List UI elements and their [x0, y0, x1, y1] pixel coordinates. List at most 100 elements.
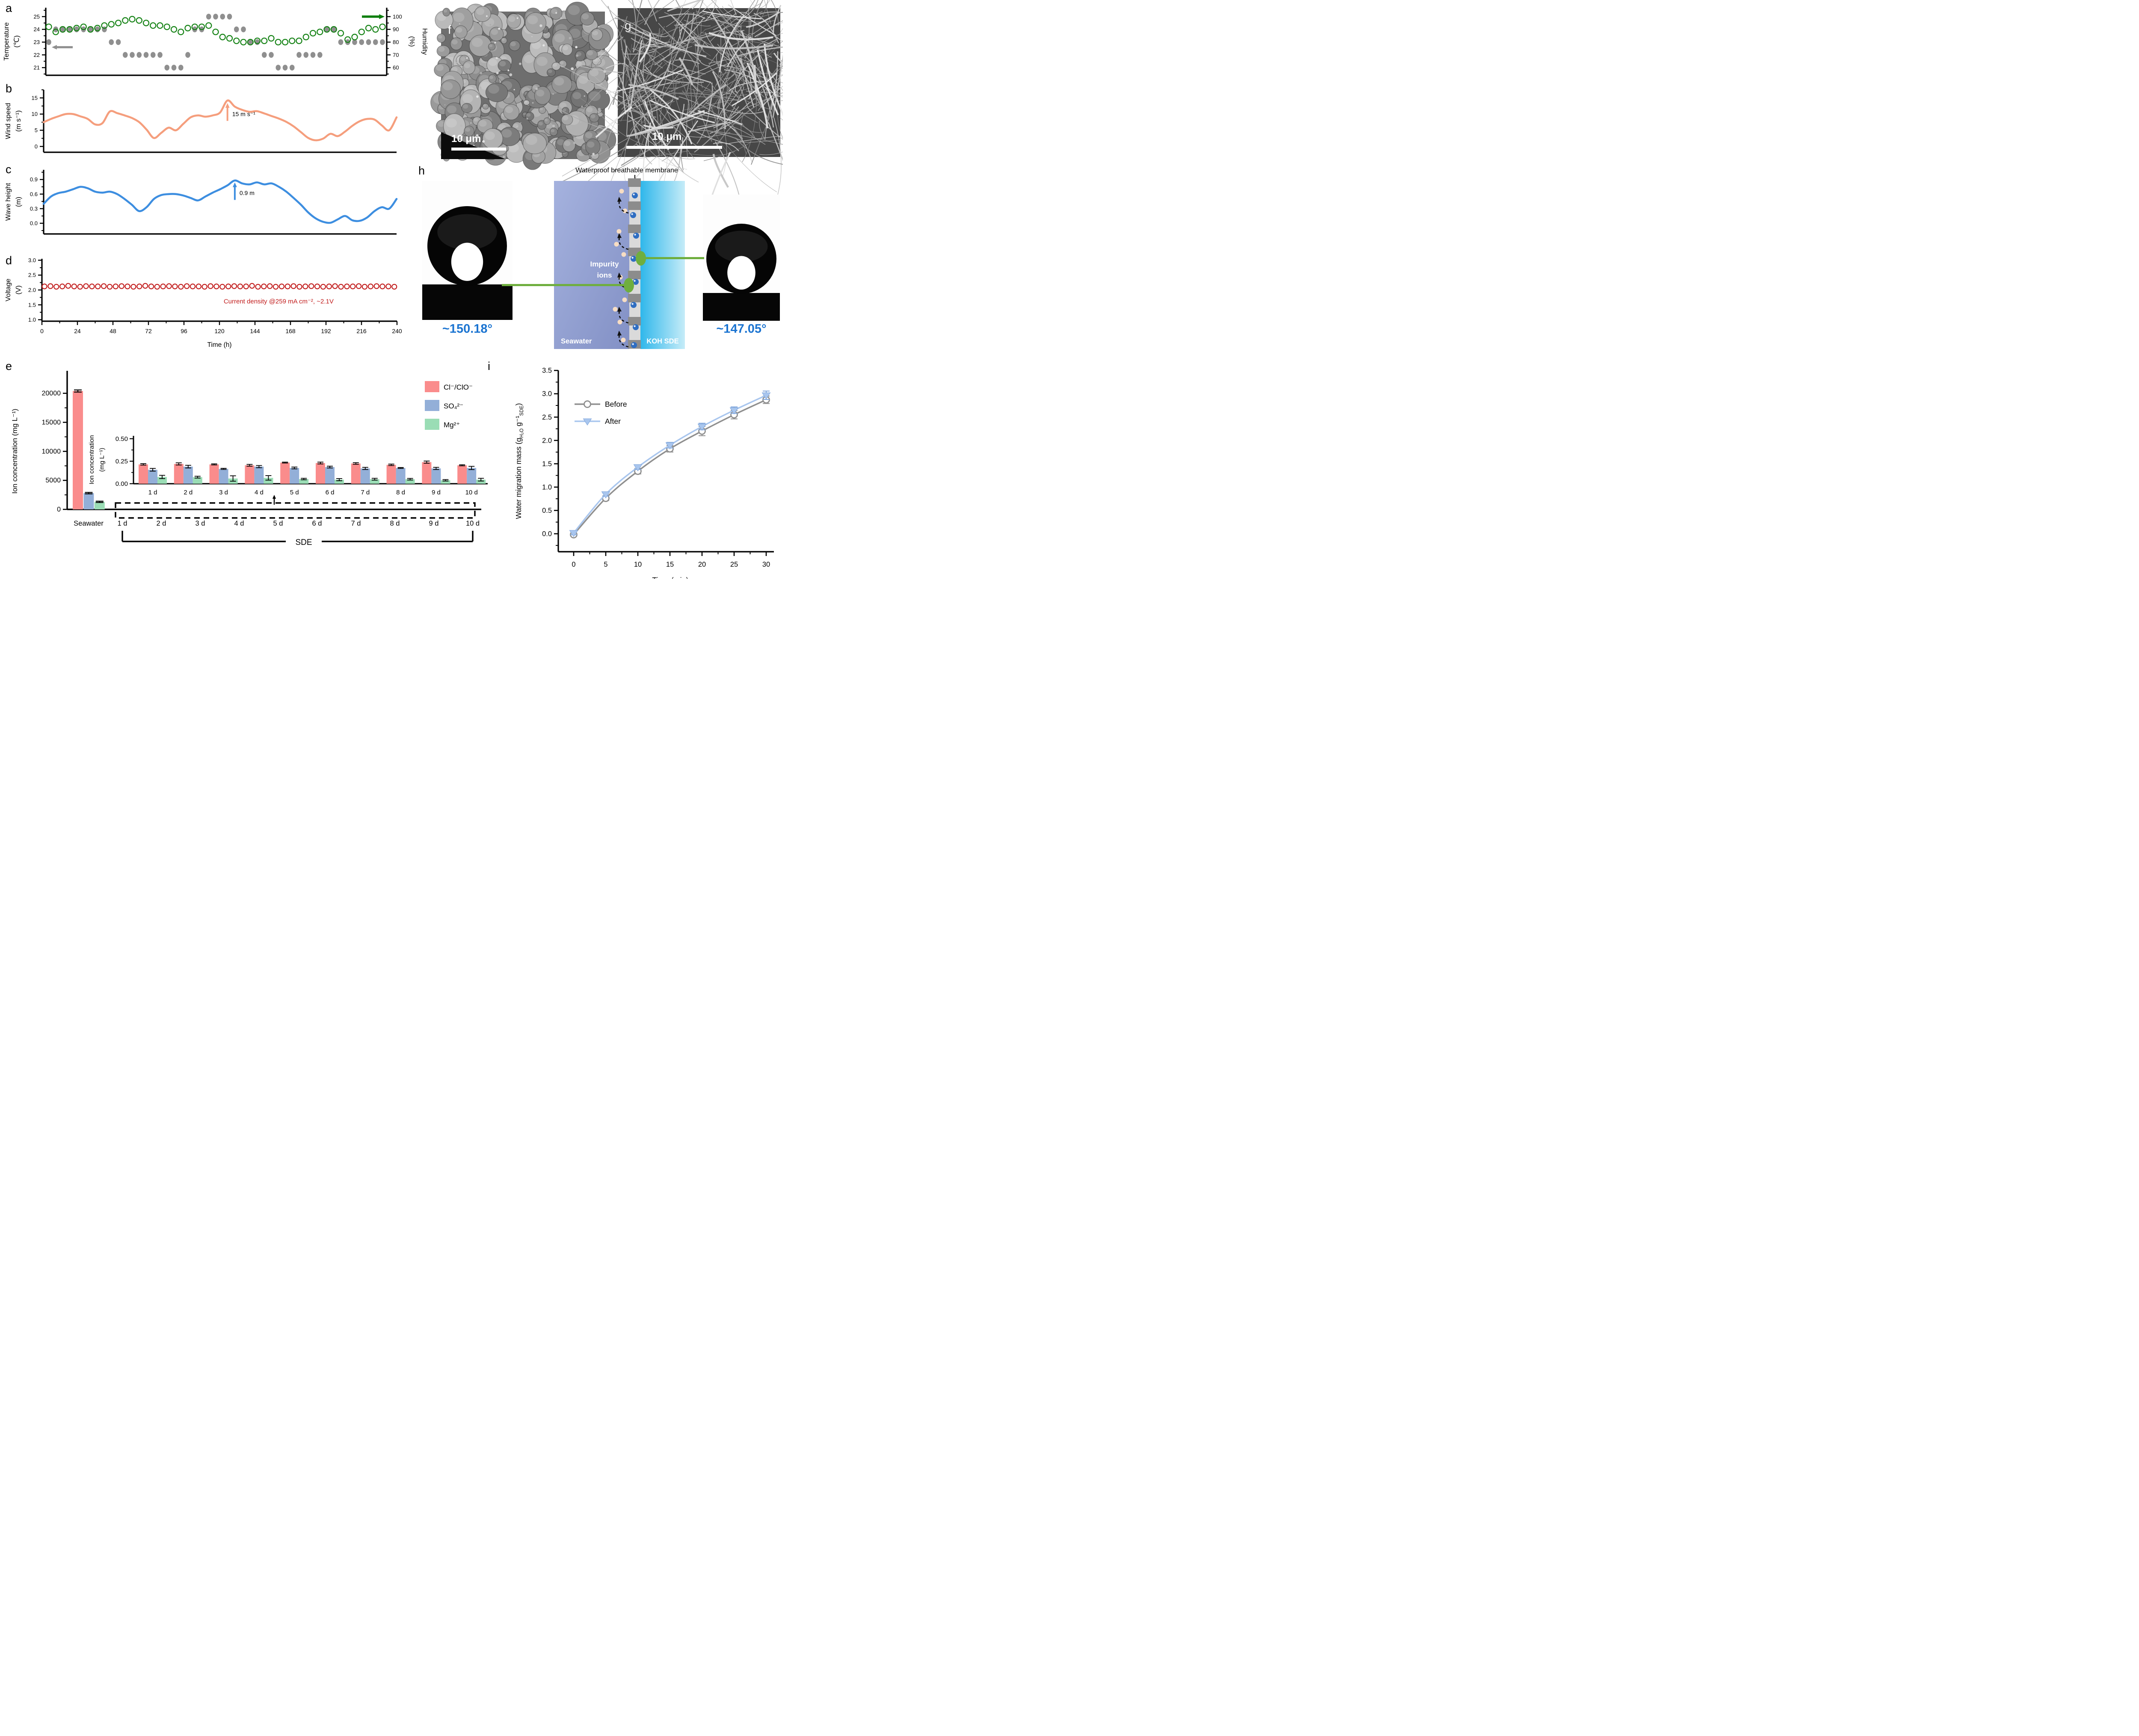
axes-a: 21 22 23 24 25 60 70 80 90 100 Temperature (℃) Humid… [3, 8, 428, 76]
droplet-photo [703, 224, 780, 321]
svg-text:7 d: 7 d [351, 520, 361, 527]
impurity-ions-dots [613, 189, 628, 343]
svg-text:2.0: 2.0 [28, 287, 36, 293]
svg-text:0: 0 [35, 143, 38, 150]
annotation-c: 0.9 m [233, 182, 255, 200]
rejection-arrows [617, 197, 629, 348]
panel-label-c: c [6, 163, 12, 176]
legend-e: Cl⁻/ClO⁻ SO₄²⁻ Mg²⁺ [425, 381, 473, 430]
chart-temperature-humidity: 21 22 23 24 25 60 70 80 90 100 Temperature (℃) Humid… [3, 8, 428, 76]
svg-text:3.5: 3.5 [542, 367, 552, 375]
svg-text:Current density @259 mA cm⁻²,: Current density @259 mA cm⁻², ~2.1V [224, 298, 334, 305]
svg-text:Seawater: Seawater [561, 337, 592, 345]
svg-text:Impurity: Impurity [590, 260, 619, 268]
svg-text:1.0: 1.0 [542, 483, 552, 491]
svg-text:10 μm: 10 μm [652, 131, 681, 142]
svg-text:3 d: 3 d [196, 520, 205, 527]
panel-label-d: d [6, 254, 12, 267]
svg-text:1.5: 1.5 [28, 302, 36, 308]
series-before [570, 395, 770, 538]
svg-text:(m): (m) [15, 197, 22, 207]
svg-text:5: 5 [604, 561, 607, 568]
svg-text:15: 15 [32, 95, 38, 101]
contact-angle-value-right: ~147.05° [716, 322, 767, 336]
svg-text:2 d: 2 d [157, 520, 166, 527]
svg-text:Voltage: Voltage [5, 278, 12, 301]
svg-text:1 d: 1 d [148, 489, 157, 496]
svg-text:240: 240 [392, 328, 402, 334]
svg-text:SO₄²⁻: SO₄²⁻ [444, 402, 463, 410]
svg-text:(℃): (℃) [13, 35, 21, 48]
svg-text:6 d: 6 d [326, 489, 335, 496]
svg-text:0.00: 0.00 [116, 480, 128, 488]
svg-text:48: 48 [110, 328, 116, 334]
chart-wind-speed: 0 5 10 15 Wind speed (m s⁻¹) 15 m s⁻¹ [5, 89, 398, 153]
svg-text:5 d: 5 d [290, 489, 299, 496]
svg-text:80: 80 [393, 39, 399, 45]
svg-text:KOH SDE: KOH SDE [646, 337, 678, 345]
svg-text:10: 10 [634, 561, 642, 568]
svg-text:(mg L⁻¹): (mg L⁻¹) [98, 448, 106, 472]
series-b [42, 99, 398, 142]
bars-seawater [73, 389, 105, 509]
panel-label-i: i [488, 360, 490, 373]
svg-text:30: 30 [762, 561, 770, 568]
membrane-label: Waterproof breathable membrane [575, 167, 678, 174]
figure-root: a b c d e h i 21 22 23 24 25 60 70 80 90 100 Tempe… [0, 0, 783, 579]
svg-text:3 d: 3 d [219, 489, 228, 496]
sem-f-label: f [448, 23, 451, 36]
series-voltage [41, 283, 397, 290]
svg-text:4 d: 4 d [234, 520, 244, 527]
panel-label-a: a [6, 2, 12, 15]
svg-text:Wave height: Wave height [5, 183, 12, 221]
chart-voltage: 1.0 1.5 2.0 2.5 3.0 Voltage (V) 0 24 48 72 96 120 144… [5, 257, 402, 349]
contact-angle-value-left: ~150.18° [442, 322, 493, 336]
panel-label-h: h [418, 164, 425, 177]
svg-text:168: 168 [285, 328, 296, 334]
svg-text:8 d: 8 d [396, 489, 405, 496]
sem-g-scalebar: 10 μm [626, 131, 722, 149]
svg-text:0.0: 0.0 [542, 530, 552, 538]
svg-text:(m s⁻¹): (m s⁻¹) [15, 110, 22, 132]
svg-text:6 d: 6 d [312, 520, 322, 527]
svg-text:0.25: 0.25 [116, 458, 128, 465]
svg-text:10000: 10000 [42, 448, 61, 455]
sem-g-texture [547, 0, 783, 218]
green-connector-right [640, 257, 704, 259]
svg-text:1.5: 1.5 [542, 460, 552, 468]
chart-water-migration: 0.0 0.5 1.0 1.5 2.0 2.5 3.0 3.5 0 5 10 15 20 25 30 Time… [514, 367, 774, 579]
sem-g-label: g [625, 19, 631, 32]
series-c [42, 179, 398, 224]
svg-text:60: 60 [393, 65, 399, 71]
svg-text:2 d: 2 d [184, 489, 193, 496]
svg-text:216: 216 [356, 328, 367, 334]
svg-text:Time (min): Time (min) [652, 576, 688, 579]
axes-b: 0 5 10 15 Wind speed (m s⁻¹) [5, 89, 397, 153]
axes-i: 0.0 0.5 1.0 1.5 2.0 2.5 3.0 3.5 0 5 10 15 20 25 30 Time… [514, 367, 774, 579]
svg-text:Ion concentration (mg L⁻¹): Ion concentration (mg L⁻¹) [11, 409, 19, 494]
series-temperature [46, 14, 385, 71]
svg-text:10 d: 10 d [465, 489, 478, 496]
schematic-regions [554, 181, 685, 349]
schematic-labels: Impurity ions Seawater KOH SDE [561, 260, 679, 345]
svg-text:10 d: 10 d [466, 520, 480, 527]
svg-text:20000: 20000 [42, 390, 61, 397]
svg-text:10: 10 [32, 111, 38, 117]
svg-text:0: 0 [40, 328, 44, 334]
dashed-box [115, 495, 476, 519]
membrane-schematic: Impurity ions Seawater KOH SDE [554, 178, 685, 349]
svg-text:0.9: 0.9 [30, 176, 38, 183]
chart-ion-concentration: 0 5000 10000 15000 20000 Ion concentration (m… [11, 371, 488, 547]
sem-image-particles: f 10 μm [430, 2, 616, 170]
svg-text:70: 70 [393, 52, 399, 58]
svg-text:2.5: 2.5 [542, 414, 552, 421]
svg-text:21: 21 [34, 65, 40, 71]
svg-text:25: 25 [34, 13, 40, 20]
green-markers [624, 251, 646, 293]
svg-text:0.0: 0.0 [30, 220, 38, 227]
svg-text:5000: 5000 [45, 477, 61, 484]
water-droplets [630, 192, 639, 348]
svg-text:Mg²⁺: Mg²⁺ [444, 421, 460, 429]
panel-label-b: b [6, 82, 12, 95]
svg-text:2.5: 2.5 [28, 272, 36, 278]
